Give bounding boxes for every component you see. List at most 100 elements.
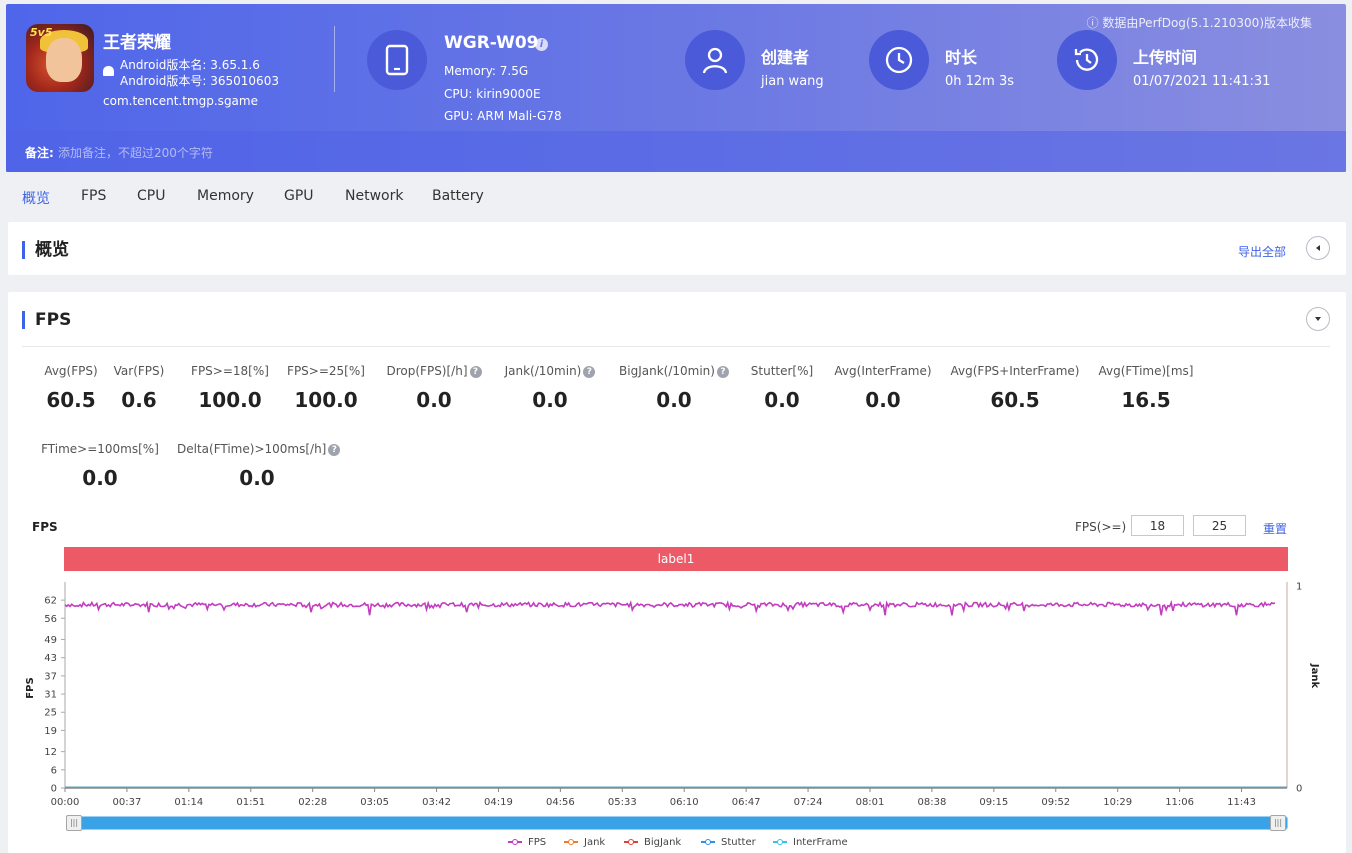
section-tabs: 概览 FPS CPU Memory GPU Network Battery [0,176,1352,216]
stat-label-text: Avg(FPS+InterFrame) [950,364,1080,378]
stat-label-text: Jank(/10min) [504,364,582,378]
app-icon-tag: 5v5 [30,26,53,39]
creator-title: 创建者 [761,48,810,67]
legend-label: Stutter [721,837,756,848]
stat-label: FPS>=25[%] [246,364,406,378]
overview-collapse-button[interactable] [1306,236,1330,260]
stat-label-text: Avg(InterFrame) [834,364,932,378]
stat-label: Avg(FPS+InterFrame) [935,364,1095,378]
stat-value: 0.0 [656,388,692,412]
fps-threshold-input-1[interactable] [1131,515,1184,536]
header-divider [334,26,335,92]
app-icon-face [46,38,82,82]
stat-label: Avg(InterFrame) [803,364,963,378]
legend-swatch [701,839,715,845]
help-icon[interactable]: ? [716,366,729,378]
x-tick-label: 08:38 [918,797,947,808]
stat-label-text: Avg(FTime)[ms] [1098,364,1194,378]
fps-card: FPS Avg(FPS) 60.5 Var(FPS) 0.6 FPS>=18[%] 100… [8,292,1346,853]
legend-item-bigjank[interactable]: BigJank [624,837,681,848]
x-tick-label: 06:10 [670,797,699,808]
stat-value: 60.5 [46,388,96,412]
user-icon [685,30,745,90]
upload-time-value: 01/07/2021 11:41:31 [1133,74,1271,89]
x-tick-label: 00:37 [113,797,142,808]
fps-threshold-input-2[interactable] [1193,515,1246,536]
y-tick-label: 37 [44,671,57,682]
x-tick-label: 01:14 [174,797,203,808]
x-tick-label: 07:24 [794,797,823,808]
stat-label-text: Var(FPS) [113,364,165,378]
x-tick-label: 06:47 [732,797,761,808]
x-tick-label: 00:00 [51,797,80,808]
stat-block: Avg(FTime)[ms] 16.5 [1066,364,1226,412]
tab-memory[interactable]: Memory [197,188,254,204]
chart-legend: FPS Jank BigJank Stutter InterFrame [8,837,1346,851]
legend-item-jank[interactable]: Jank [564,837,605,848]
time-range-slider[interactable] [66,816,1288,830]
x-tick-label: 04:19 [484,797,513,808]
legend-swatch [564,839,578,845]
x-tick-label: 09:15 [979,797,1008,808]
legend-item-interframe[interactable]: InterFrame [773,837,848,848]
tab-overview[interactable]: 概览 [22,191,50,207]
y-tick-label: 56 [44,614,57,625]
stat-label-text: FTime>=100ms[%] [41,442,159,456]
fps-chart[interactable]: 0 6 12 19 25 31 37 43 49 56 62 0 1 FPS Jank 00:00 00:37 0… [8,574,1346,814]
help-icon[interactable]: ? [469,366,482,378]
note-input[interactable]: 添加备注，不超过200个字符 [58,146,213,160]
slider-start-handle[interactable]: ||| [66,815,82,831]
legend-item-fps[interactable]: FPS [508,837,546,848]
slider-end-handle[interactable]: ||| [1270,815,1286,831]
stat-block: Var(FPS) 0.6 [59,364,219,412]
tab-gpu[interactable]: GPU [284,188,314,204]
stat-label-text: Avg(FPS) [44,364,98,378]
stat-label-text: Stutter[%] [750,364,814,378]
stat-label-text: FPS>=25[%] [287,364,365,378]
legend-item-stutter[interactable]: Stutter [701,837,756,848]
tab-cpu[interactable]: CPU [137,188,166,204]
tab-battery[interactable]: Battery [432,188,484,204]
tab-fps[interactable]: FPS [81,188,107,204]
stat-block: Avg(FPS+InterFrame) 60.5 [935,364,1095,412]
report-header: 5v5 王者荣耀 Android版本名: 3.65.1.6 Android版本号… [6,4,1346,172]
x-tick-label: 08:01 [856,797,885,808]
y-tick-label: 19 [44,726,57,737]
y-tick-label: 43 [44,653,57,664]
stat-value: 100.0 [198,388,262,412]
label-band[interactable]: label1 [64,547,1288,571]
stat-block: FPS>=18[%] 100.0 [150,364,310,412]
stat-value: 0.0 [416,388,452,412]
stat-label: Avg(FTime)[ms] [1066,364,1226,378]
package-name: com.tencent.tmgp.sgame [103,94,258,108]
device-gpu: GPU: ARM Mali-G78 [444,109,562,123]
help-icon[interactable]: ? [328,444,341,456]
x-tick-label: 11:06 [1165,797,1194,808]
stat-value: 0.0 [865,388,901,412]
stat-value: 0.6 [121,388,157,412]
stat-label: Avg(FPS) [0,364,151,378]
y-tick-label: 62 [44,596,57,607]
stat-block: Avg(InterFrame) 0.0 [803,364,963,412]
export-all-link[interactable]: 导出全部 [1237,245,1286,259]
stat-value: 0.0 [82,466,118,490]
app-name: 王者荣耀 [103,33,171,53]
y2-tick-label: 0 [1296,784,1302,795]
x-tick-label: 01:51 [236,797,265,808]
x-tick-label: 11:43 [1227,797,1256,808]
stat-block: FPS>=25[%] 100.0 [246,364,406,412]
tab-network[interactable]: Network [345,188,404,204]
y-axis-title: FPS [25,677,36,698]
x-tick-label: 02:28 [298,797,327,808]
device-info-icon[interactable]: i [535,38,548,51]
stat-value: 0.0 [764,388,800,412]
x-tick-label: 03:42 [422,797,451,808]
x-tick-label: 05:33 [608,797,637,808]
x-tick-label: 03:05 [360,797,389,808]
help-icon[interactable]: ? [583,366,596,378]
stat-value: 100.0 [294,388,358,412]
reset-button[interactable]: 重置 [1263,522,1288,536]
fps-header-divider [22,346,1330,347]
stat-value: 0.0 [532,388,568,412]
fps-collapse-button[interactable] [1306,307,1330,331]
